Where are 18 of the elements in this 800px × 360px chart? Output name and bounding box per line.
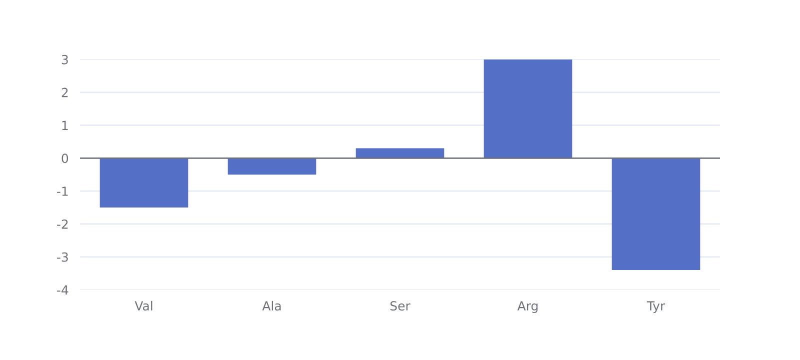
y-tick-label: 3 <box>62 54 68 64</box>
y-tick-label: 1 <box>62 120 68 130</box>
y-tick-label: -3 <box>57 252 68 262</box>
x-tick-label: Arg <box>517 301 538 314</box>
bar <box>100 158 188 208</box>
x-tick-label: Val <box>134 300 152 311</box>
y-tick-label: 2 <box>62 88 68 98</box>
bar <box>612 158 700 270</box>
y-tick-label: 0 <box>62 154 68 164</box>
bar <box>484 59 572 158</box>
bar <box>356 148 444 158</box>
x-tick-label: Tyr <box>646 301 666 314</box>
y-tick-label: -4 <box>57 285 68 295</box>
y-tick-label: -1 <box>57 186 68 196</box>
bar <box>228 158 316 175</box>
y-tick-label: -2 <box>57 219 68 229</box>
x-tick-label: Ala <box>262 300 281 311</box>
x-tick-label: Ser <box>390 301 410 311</box>
